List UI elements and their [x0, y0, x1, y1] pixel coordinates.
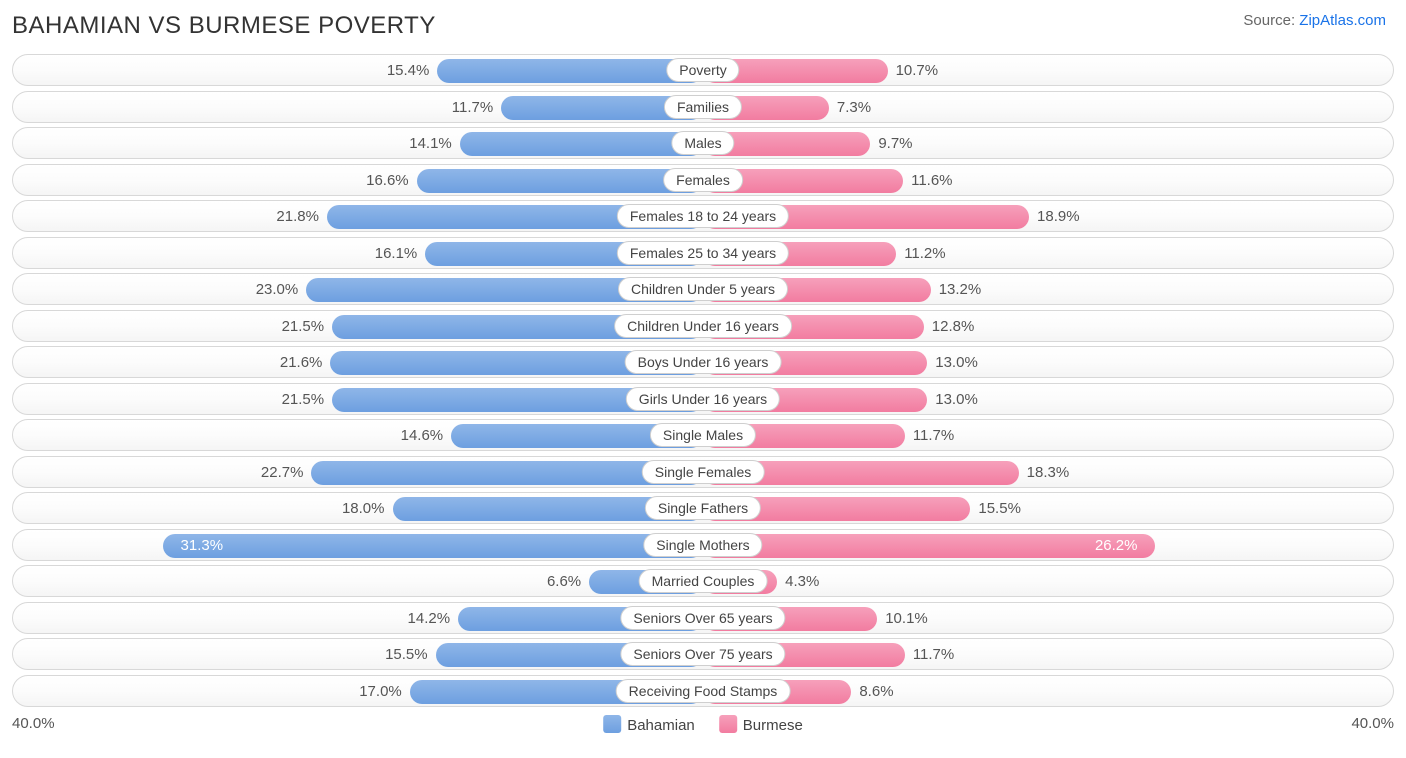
legend-item-left: Bahamian [603, 715, 695, 734]
chart-row: 21.5% 12.8% Children Under 16 years [12, 310, 1394, 342]
chart-row: 15.5% 11.7% Seniors Over 75 years [12, 638, 1394, 670]
category-label: Single Mothers [643, 533, 762, 557]
value-right: 10.7% [896, 55, 939, 86]
legend-label-left: Bahamian [627, 717, 695, 734]
chart-row: 23.0% 13.2% Children Under 5 years [12, 273, 1394, 305]
value-right: 13.2% [939, 274, 982, 305]
value-left: 15.5% [385, 639, 428, 670]
value-left: 6.6% [547, 566, 581, 597]
legend-swatch-left [603, 715, 621, 733]
axis-right-max: 40.0% [1351, 715, 1394, 732]
value-right: 10.1% [885, 603, 928, 634]
value-right: 15.5% [978, 493, 1021, 524]
category-label: Girls Under 16 years [626, 387, 780, 411]
category-label: Seniors Over 65 years [620, 606, 785, 630]
chart-row: 22.7% 18.3% Single Females [12, 456, 1394, 488]
bar-left [460, 132, 703, 156]
value-left: 14.1% [409, 128, 452, 159]
value-right: 12.8% [932, 311, 975, 342]
value-left: 16.1% [375, 238, 418, 269]
value-right: 11.2% [904, 238, 945, 269]
value-left: 22.7% [261, 457, 304, 488]
value-right: 9.7% [878, 128, 912, 159]
diverging-bar-chart: 15.4% 10.7% Poverty 11.7% 7.3% Families 14.1% 9… [0, 48, 1406, 707]
chart-row: 14.6% 11.7% Single Males [12, 419, 1394, 451]
chart-legend: Bahamian Burmese [603, 715, 803, 734]
category-label: Females 18 to 24 years [617, 204, 789, 228]
category-label: Poverty [666, 58, 739, 82]
value-left: 21.8% [276, 201, 319, 232]
category-label: Boys Under 16 years [625, 350, 782, 374]
axis-row: 40.0% Bahamian Burmese 40.0% [0, 711, 1406, 732]
bar-left [437, 59, 703, 83]
category-label: Females [663, 168, 743, 192]
bar-right [703, 534, 1155, 558]
value-right: 26.2% [1095, 530, 1138, 561]
value-left: 21.6% [280, 347, 323, 378]
value-right: 13.0% [935, 347, 978, 378]
value-left: 14.2% [408, 603, 451, 634]
legend-label-right: Burmese [743, 717, 803, 734]
category-label: Families [664, 95, 742, 119]
value-right: 13.0% [935, 384, 978, 415]
legend-swatch-right [719, 715, 737, 733]
category-label: Males [671, 131, 734, 155]
category-label: Receiving Food Stamps [616, 679, 791, 703]
chart-row: 16.6% 11.6% Females [12, 164, 1394, 196]
value-right: 18.9% [1037, 201, 1080, 232]
value-left: 21.5% [282, 384, 325, 415]
category-label: Seniors Over 75 years [620, 642, 785, 666]
legend-item-right: Burmese [719, 715, 803, 734]
value-right: 4.3% [785, 566, 819, 597]
chart-row: 6.6% 4.3% Married Couples [12, 565, 1394, 597]
category-label: Females 25 to 34 years [617, 241, 789, 265]
category-label: Children Under 5 years [618, 277, 788, 301]
value-left: 17.0% [359, 676, 402, 707]
chart-row: 14.2% 10.1% Seniors Over 65 years [12, 602, 1394, 634]
value-left: 16.6% [366, 165, 409, 196]
category-label: Single Males [650, 423, 756, 447]
category-label: Single Fathers [645, 496, 761, 520]
bar-left [163, 534, 703, 558]
value-right: 11.6% [911, 165, 952, 196]
value-left: 31.3% [181, 530, 224, 561]
value-left: 15.4% [387, 55, 430, 86]
value-left: 21.5% [282, 311, 325, 342]
chart-title: BAHAMIAN VS BURMESE POVERTY [12, 12, 436, 40]
chart-source: Source: ZipAtlas.com [1243, 12, 1386, 29]
chart-row: 31.3% 26.2% Single Mothers [12, 529, 1394, 561]
value-left: 14.6% [401, 420, 444, 451]
chart-row: 21.5% 13.0% Girls Under 16 years [12, 383, 1394, 415]
chart-row: 15.4% 10.7% Poverty [12, 54, 1394, 86]
value-left: 23.0% [256, 274, 299, 305]
source-link[interactable]: ZipAtlas.com [1299, 12, 1386, 29]
bar-left [417, 169, 703, 193]
chart-row: 18.0% 15.5% Single Fathers [12, 492, 1394, 524]
chart-header: BAHAMIAN VS BURMESE POVERTY Source: ZipA… [0, 0, 1406, 48]
value-right: 7.3% [837, 92, 871, 123]
value-right: 11.7% [913, 420, 954, 451]
chart-row: 21.8% 18.9% Females 18 to 24 years [12, 200, 1394, 232]
category-label: Children Under 16 years [614, 314, 792, 338]
value-right: 8.6% [859, 676, 893, 707]
category-label: Married Couples [639, 569, 768, 593]
value-left: 18.0% [342, 493, 385, 524]
chart-row: 16.1% 11.2% Females 25 to 34 years [12, 237, 1394, 269]
value-right: 18.3% [1027, 457, 1070, 488]
category-label: Single Females [642, 460, 765, 484]
chart-row: 17.0% 8.6% Receiving Food Stamps [12, 675, 1394, 707]
axis-left-max: 40.0% [12, 715, 55, 732]
chart-row: 21.6% 13.0% Boys Under 16 years [12, 346, 1394, 378]
chart-row: 11.7% 7.3% Families [12, 91, 1394, 123]
value-right: 11.7% [913, 639, 954, 670]
chart-row: 14.1% 9.7% Males [12, 127, 1394, 159]
value-left: 11.7% [452, 92, 493, 123]
source-prefix: Source: [1243, 12, 1299, 29]
